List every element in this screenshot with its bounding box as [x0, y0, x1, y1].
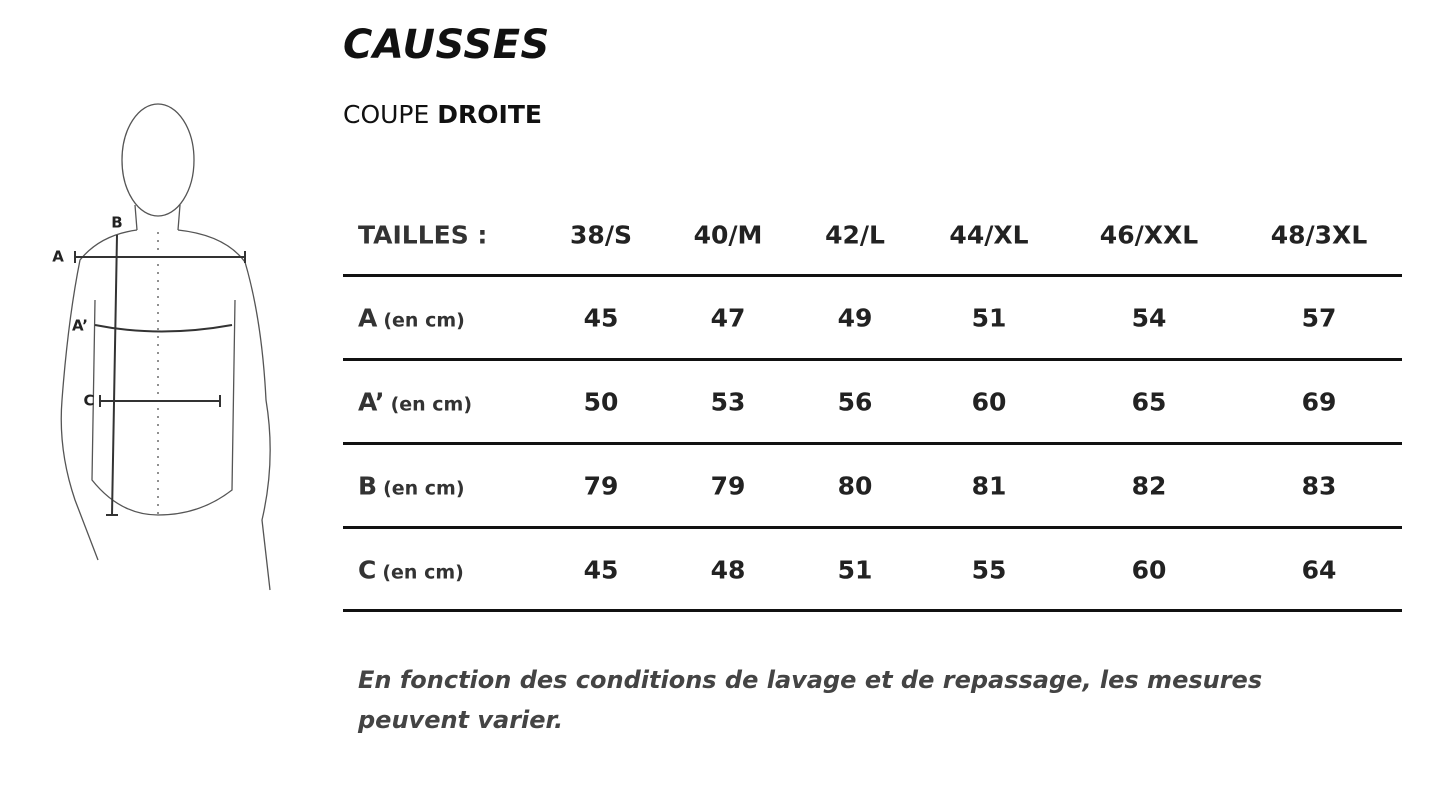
measure-value: 48 — [710, 555, 746, 585]
measure-value: 51 — [837, 555, 873, 585]
measure-a-prime — [94, 324, 233, 333]
row-rule — [343, 274, 1402, 277]
measure-value: 53 — [710, 387, 746, 417]
measure-value: 65 — [1131, 387, 1167, 417]
measure-value: 47 — [710, 303, 746, 333]
row-rule — [343, 442, 1402, 445]
row-label: A (en cm) — [358, 304, 465, 333]
measure-value: 51 — [971, 303, 1007, 333]
measure-value: 60 — [1131, 555, 1167, 585]
label-b: B — [111, 214, 122, 232]
title: CAUSSES — [343, 22, 550, 68]
row-letter: B — [358, 471, 378, 501]
size-header: 42/L — [825, 220, 885, 250]
row-label: A’ (en cm) — [358, 388, 472, 417]
measure-value: 55 — [971, 555, 1007, 585]
head — [121, 103, 195, 217]
shirt-illustration: A B A’ C — [52, 103, 271, 591]
neck — [134, 204, 181, 231]
measure-value: 79 — [710, 471, 746, 501]
measure-value: 56 — [837, 387, 873, 417]
note: En fonction des conditions de lavage et … — [358, 666, 1263, 734]
subtitle: COUPE DROITE — [343, 100, 542, 129]
measure-value: 45 — [583, 555, 619, 585]
size-header: 40/M — [693, 220, 763, 250]
measure-value: 80 — [837, 471, 873, 501]
measure-a — [74, 251, 246, 263]
measure-value: 57 — [1301, 303, 1337, 333]
row-label: B (en cm) — [358, 472, 465, 501]
shirt-outline — [60, 229, 271, 591]
row-rule — [343, 526, 1402, 529]
row-unit: (en cm) — [383, 309, 465, 332]
measure-value: 64 — [1301, 555, 1337, 585]
row-unit: (en cm) — [390, 393, 473, 416]
label-c: C — [83, 392, 94, 410]
label-a: A — [52, 248, 64, 266]
measure-value: 81 — [971, 471, 1007, 501]
measure-value: 50 — [583, 387, 619, 417]
measure-value: 79 — [583, 471, 619, 501]
measure-value: 69 — [1301, 387, 1337, 417]
row-letter: A’ — [358, 387, 385, 417]
header-label: TAILLES : — [358, 220, 488, 250]
size-header: 38/S — [570, 220, 632, 250]
label-a-prime: A’ — [72, 317, 88, 335]
measure-value: 49 — [837, 303, 873, 333]
row-unit: (en cm) — [383, 477, 465, 500]
measure-value: 54 — [1131, 303, 1167, 333]
subtitle-emphasis: DROITE — [437, 100, 542, 129]
measure-value: 45 — [583, 303, 619, 333]
measure-value: 82 — [1131, 471, 1167, 501]
size-header: 46/XXL — [1099, 220, 1199, 250]
row-letter: A — [358, 303, 378, 333]
subtitle-prefix: COUPE — [343, 100, 430, 129]
row-rule — [343, 358, 1402, 361]
measure-value: 60 — [971, 387, 1007, 417]
row-unit: (en cm) — [382, 561, 464, 584]
row-rule — [343, 609, 1402, 612]
size-header: 48/3XL — [1270, 220, 1368, 250]
measure-value: 83 — [1301, 471, 1337, 501]
measure-c — [99, 395, 221, 407]
size-header: 44/XL — [949, 220, 1029, 250]
measure-b — [106, 234, 118, 516]
shirt-body — [91, 299, 236, 516]
row-letter: C — [358, 555, 377, 585]
row-label: C (en cm) — [358, 556, 464, 585]
